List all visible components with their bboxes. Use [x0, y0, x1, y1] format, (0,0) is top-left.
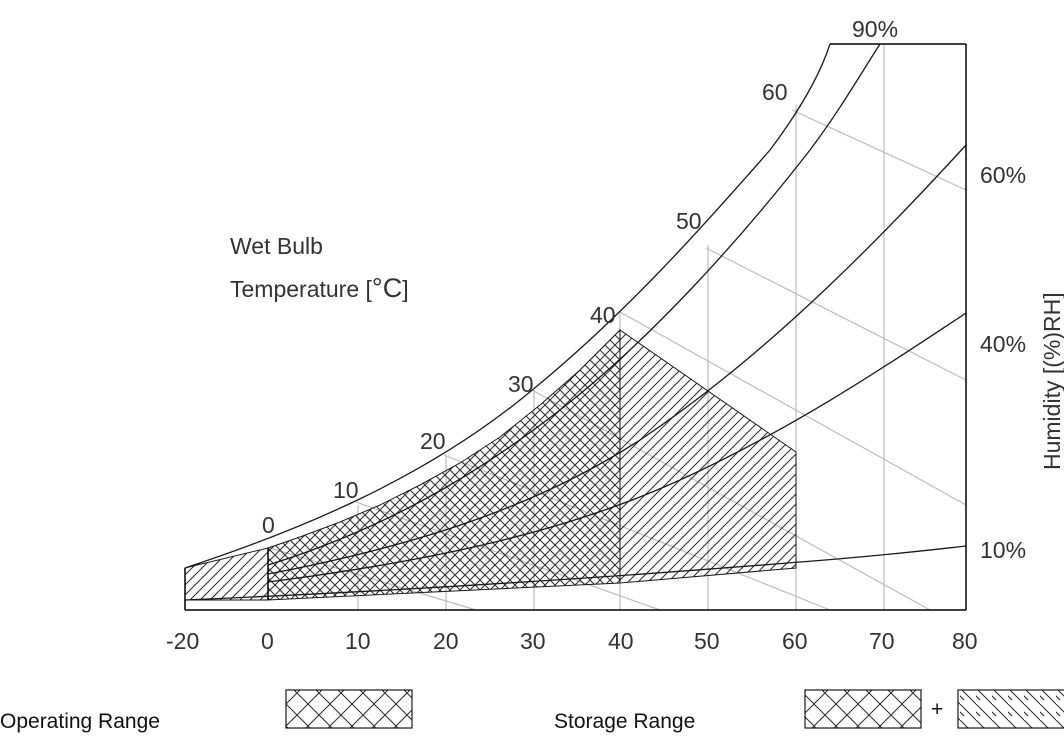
wet-bulb-title-line2: Temperature [°C] [230, 273, 409, 303]
rh-label-60: 60% [980, 162, 1026, 188]
wet-bulb-label: 0 [262, 512, 275, 538]
x-tick-label: 80 [952, 628, 978, 654]
wet-bulb-title-line1: Wet Bulb [230, 233, 323, 259]
wet-bulb-label: 50 [676, 208, 702, 234]
legend-operating-swatch [285, 689, 413, 729]
x-tick-label: 40 [608, 628, 634, 654]
x-tick-label: 50 [694, 628, 720, 654]
wet-bulb-close: ] [402, 276, 408, 302]
wet-bulb-label: 40 [590, 302, 616, 328]
x-tick-labels: -20 0 10 20 30 40 50 60 70 80 [166, 628, 978, 654]
x-tick-label: 30 [520, 628, 546, 654]
x-tick-label: 10 [345, 628, 371, 654]
x-tick-label: 0 [261, 628, 274, 654]
wet-bulb-line-60 [791, 109, 967, 191]
legend-operating-label: Operating Range [0, 710, 160, 733]
x-tick-label: -20 [166, 628, 199, 654]
operating-range-area [267, 328, 621, 601]
legend-storage-swatch-cross [804, 689, 922, 729]
wet-bulb-labels: 0 10 20 30 40 50 60 [262, 79, 788, 538]
x-tick-label: 20 [433, 628, 459, 654]
storage-range-left [184, 547, 269, 601]
rh-curve-40 [267, 312, 967, 583]
x-tick-label: 70 [869, 628, 895, 654]
legend-storage-swatch-diag [957, 689, 1064, 729]
legend: Operating Range Storage Range + [0, 689, 1064, 733]
rh-labels: 90% 60% 40% 10% [852, 16, 1026, 563]
wet-bulb-unit: °C [372, 273, 402, 303]
rh-label-40: 40% [980, 331, 1026, 357]
wet-bulb-label: 60 [762, 79, 788, 105]
rh-curve-90 [267, 43, 881, 566]
rh-curve-60 [267, 144, 967, 575]
rh-curve-100 [184, 43, 831, 569]
wet-bulb-label: 30 [508, 371, 534, 397]
wet-bulb-title-text: Temperature [ [230, 276, 373, 302]
wet-bulb-label: 20 [420, 428, 446, 454]
axes [184, 43, 967, 611]
rh-label-90: 90% [852, 16, 898, 42]
rh-axis-title: Humidity [(%)RH] [1039, 292, 1064, 470]
wet-bulb-line-40 [619, 311, 967, 506]
rh-curve-10 [184, 545, 967, 601]
legend-storage-label: Storage Range [554, 710, 695, 733]
rh-curves [184, 43, 967, 601]
x-tick-label: 60 [782, 628, 808, 654]
wet-bulb-label: 10 [333, 477, 359, 503]
wet-bulb-line-50 [705, 247, 967, 381]
rh-label-10: 10% [980, 537, 1026, 563]
legend-plus: + [931, 698, 943, 721]
